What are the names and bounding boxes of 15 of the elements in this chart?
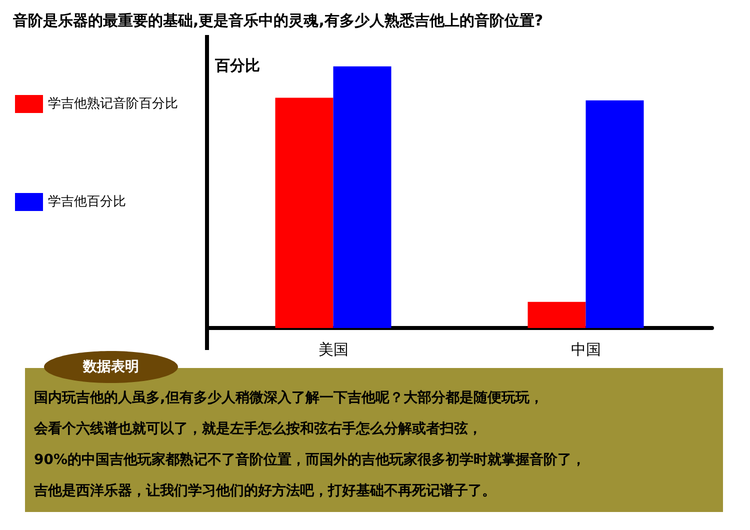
legend-label: 学吉他熟记音阶百分比 — [48, 96, 178, 112]
text: 90%的中国吉他玩家都熟记不了音阶位置，而国外的吉他玩家很多初学时就掌握音阶了， — [34, 451, 586, 468]
bar — [586, 100, 644, 328]
chart-title: 音阶是乐器的最重要的基础,更是音乐中的灵魂,有多少人熟悉吉他上的音阶位置? — [12, 12, 544, 30]
bar — [528, 302, 586, 328]
bar — [275, 98, 334, 328]
legend-label: 学吉他百分比 — [48, 194, 126, 210]
text: 国内玩吉他的人虽多,但有多少人稍微深入了解一下吉他呢？大部分都是随便玩玩， — [34, 389, 544, 406]
text: 吉他是西洋乐器，让我们学习他们的好方法吧，打好基础不再死记谱子了。 — [33, 482, 496, 499]
text: 会看个六线谱也就可以了，就是左手怎么按和弦右手怎么分解或者扫弦， — [33, 420, 482, 437]
text: 数据表明 — [82, 359, 139, 375]
bar — [333, 66, 392, 328]
x-tick-label: 中国 — [570, 340, 601, 358]
x-tick-label: 美国 — [318, 340, 348, 358]
y-axis-title: 百分比 — [214, 56, 260, 74]
